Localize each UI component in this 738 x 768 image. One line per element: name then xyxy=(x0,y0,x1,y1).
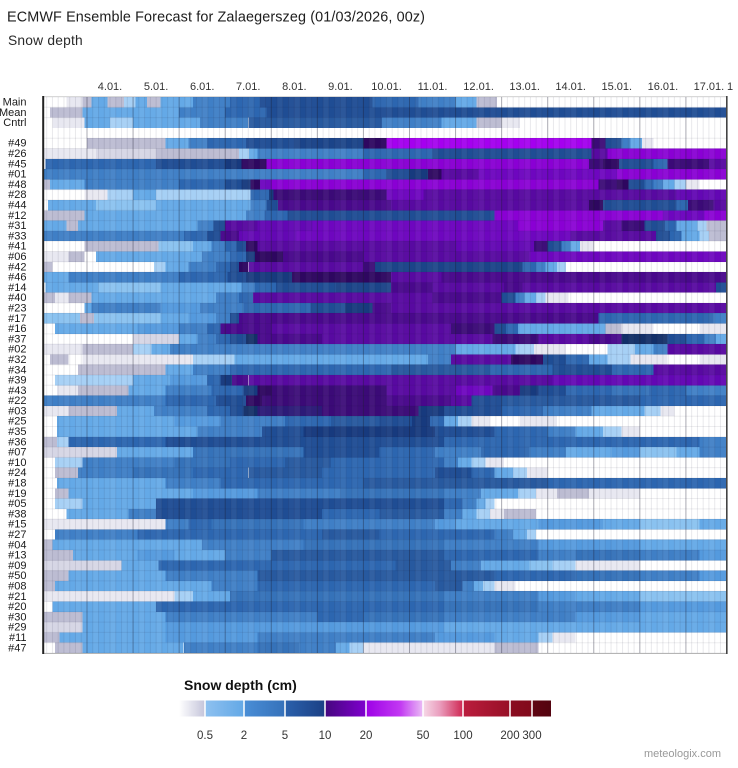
svg-text:#45: #45 xyxy=(8,158,26,170)
svg-text:#31: #31 xyxy=(8,220,26,232)
svg-text:#39: #39 xyxy=(8,375,26,387)
svg-text:#41: #41 xyxy=(8,241,26,253)
svg-text:Cntrl: Cntrl xyxy=(3,117,26,129)
svg-text:#05: #05 xyxy=(8,498,26,510)
svg-text:14.01.: 14.01. xyxy=(555,81,586,93)
svg-text:200: 200 xyxy=(500,730,519,742)
svg-text:#36: #36 xyxy=(8,436,26,448)
svg-text:#46: #46 xyxy=(8,272,26,284)
svg-text:0.5: 0.5 xyxy=(197,730,213,742)
svg-text:#40: #40 xyxy=(8,292,26,304)
svg-text:#38: #38 xyxy=(8,508,26,520)
svg-text:#11: #11 xyxy=(9,632,27,644)
svg-text:17.01.: 17.01. xyxy=(694,81,725,93)
svg-text:300: 300 xyxy=(522,730,541,742)
svg-text:#19: #19 xyxy=(8,488,26,500)
svg-text:#21: #21 xyxy=(8,591,26,603)
svg-text:#44: #44 xyxy=(8,200,26,212)
svg-text:#17: #17 xyxy=(8,313,26,325)
svg-text:4.01.: 4.01. xyxy=(98,81,122,93)
svg-text:#12: #12 xyxy=(8,210,26,222)
svg-text:10.01.: 10.01. xyxy=(371,81,402,93)
svg-text:#43: #43 xyxy=(8,385,26,397)
svg-text:ECMWF Ensemble Forecast for Za: ECMWF Ensemble Forecast for Zalaegerszeg… xyxy=(7,10,425,26)
svg-text:15.01.: 15.01. xyxy=(602,81,633,93)
svg-text:#09: #09 xyxy=(8,560,26,572)
svg-text:2: 2 xyxy=(241,730,247,742)
svg-text:#50: #50 xyxy=(8,570,26,582)
svg-text:16.01.: 16.01. xyxy=(648,81,679,93)
svg-text:100: 100 xyxy=(453,730,472,742)
svg-text:20: 20 xyxy=(360,730,373,742)
svg-text:#13: #13 xyxy=(8,550,26,562)
svg-text:#37: #37 xyxy=(8,333,26,345)
svg-text:5.01.: 5.01. xyxy=(144,81,168,93)
svg-text:#30: #30 xyxy=(8,611,26,623)
svg-text:#48: #48 xyxy=(8,179,26,191)
svg-text:#16: #16 xyxy=(8,323,26,335)
svg-text:#47: #47 xyxy=(8,642,26,654)
svg-text:#18: #18 xyxy=(8,478,26,490)
svg-text:#34: #34 xyxy=(8,364,26,376)
svg-text:#14: #14 xyxy=(8,282,26,294)
svg-text:#24: #24 xyxy=(8,467,26,479)
svg-text:#20: #20 xyxy=(8,601,26,613)
svg-text:#15: #15 xyxy=(8,519,26,531)
svg-text:6.01.: 6.01. xyxy=(190,81,214,93)
svg-text:#03: #03 xyxy=(8,405,26,417)
svg-text:#08: #08 xyxy=(8,581,26,593)
svg-text:7.01.: 7.01. xyxy=(236,81,260,93)
svg-text:Main: Main xyxy=(3,97,27,109)
svg-text:12.01.: 12.01. xyxy=(463,81,494,93)
svg-text:#06: #06 xyxy=(8,251,26,263)
svg-text:1: 1 xyxy=(727,81,733,93)
svg-text:#28: #28 xyxy=(8,189,26,201)
svg-text:13.01.: 13.01. xyxy=(509,81,540,93)
svg-text:#27: #27 xyxy=(8,529,26,541)
svg-text:#02: #02 xyxy=(8,344,26,356)
svg-text:#22: #22 xyxy=(8,395,26,407)
svg-text:5: 5 xyxy=(282,730,288,742)
svg-text:#04: #04 xyxy=(8,539,26,551)
svg-text:#26: #26 xyxy=(8,148,26,160)
svg-text:#29: #29 xyxy=(8,622,26,634)
svg-text:8.01.: 8.01. xyxy=(282,81,306,93)
svg-text:11.01.: 11.01. xyxy=(418,81,448,93)
svg-text:Snow depth: Snow depth xyxy=(8,33,83,48)
svg-text:50: 50 xyxy=(417,730,430,742)
svg-text:#01: #01 xyxy=(8,169,26,181)
svg-text:#10: #10 xyxy=(8,457,26,469)
svg-text:#49: #49 xyxy=(8,138,26,150)
svg-text:#07: #07 xyxy=(8,447,26,459)
svg-text:10: 10 xyxy=(319,730,332,742)
svg-text:9.01.: 9.01. xyxy=(328,81,352,93)
svg-text:Snow depth (cm): Snow depth (cm) xyxy=(184,677,297,693)
svg-text:#23: #23 xyxy=(8,303,26,315)
svg-text:#42: #42 xyxy=(8,261,26,273)
svg-text:#25: #25 xyxy=(8,416,26,428)
svg-text:meteologix.com: meteologix.com xyxy=(644,748,721,760)
svg-text:#33: #33 xyxy=(8,230,26,242)
svg-text:Mean: Mean xyxy=(0,107,27,119)
svg-text:#32: #32 xyxy=(8,354,26,366)
svg-text:#35: #35 xyxy=(8,426,26,438)
